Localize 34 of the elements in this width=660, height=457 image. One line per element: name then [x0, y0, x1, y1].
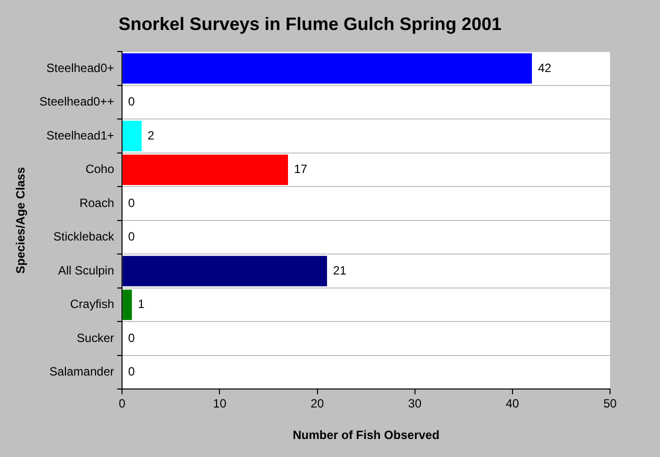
x-tick-label: 10 — [213, 396, 227, 411]
x-tick-label: 50 — [603, 396, 617, 411]
y-tick-label: Sucker — [76, 330, 114, 345]
y-tick-label: Salamander — [49, 364, 114, 379]
y-tick-label: Crayfish — [70, 297, 114, 312]
bar — [122, 290, 132, 320]
y-tick-label: All Sculpin — [58, 263, 114, 278]
bar — [122, 53, 532, 84]
x-tick-label: 20 — [310, 396, 324, 411]
x-tick-label: 40 — [506, 396, 520, 411]
y-tick-label: Coho — [85, 162, 114, 176]
x-tick-label: 30 — [408, 396, 422, 411]
bar — [122, 120, 142, 152]
y-tick-label: Steelhead0+ — [46, 60, 114, 75]
data-label: 0 — [128, 196, 136, 210]
y-tick-label: Steelhead1+ — [46, 128, 114, 142]
data-label: 42 — [538, 60, 552, 75]
data-label: 0 — [128, 230, 136, 244]
data-label: 0 — [128, 330, 136, 345]
x-tick-label: 0 — [118, 396, 126, 411]
bar — [122, 154, 288, 185]
data-label: 0 — [128, 94, 136, 109]
y-axis-title: Species/Age Class — [14, 166, 28, 274]
x-axis-title: Number of Fish Observed — [292, 428, 440, 442]
data-label: 1 — [138, 297, 145, 312]
data-label: 2 — [148, 128, 155, 142]
y-tick-label: Steelhead0++ — [39, 94, 114, 109]
bar — [122, 256, 328, 286]
data-label: 0 — [128, 364, 136, 379]
data-label: 17 — [294, 162, 308, 176]
data-label: 21 — [333, 263, 347, 278]
y-tick-label: Roach — [79, 196, 114, 210]
y-tick-label: Stickleback — [53, 230, 116, 244]
chart-title: Snorkel Surveys in Flume Gulch Spring 2001 — [118, 14, 502, 34]
